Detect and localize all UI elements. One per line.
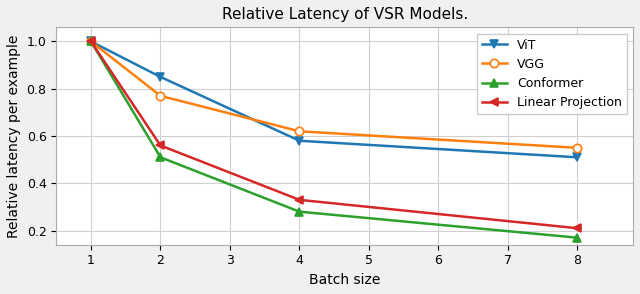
ViT <box>296 139 303 143</box>
VGG <box>296 130 303 133</box>
Y-axis label: Relative latency per example: Relative latency per example <box>7 34 21 238</box>
Conformer <box>87 40 95 43</box>
ViT <box>87 40 95 43</box>
Conformer <box>157 156 164 159</box>
ViT <box>157 75 164 79</box>
Linear Projection <box>296 198 303 202</box>
VGG <box>157 94 164 98</box>
Conformer <box>573 236 581 239</box>
Linear Projection <box>87 40 95 43</box>
Conformer <box>296 210 303 213</box>
Legend: ViT, VGG, Conformer, Linear Projection: ViT, VGG, Conformer, Linear Projection <box>477 34 627 114</box>
Line: VGG: VGG <box>87 37 582 152</box>
Linear Projection <box>573 226 581 230</box>
Line: Conformer: Conformer <box>87 37 582 242</box>
VGG <box>573 146 581 150</box>
X-axis label: Batch size: Batch size <box>309 273 380 287</box>
Line: ViT: ViT <box>87 37 582 161</box>
Title: Relative Latency of VSR Models.: Relative Latency of VSR Models. <box>221 7 468 22</box>
Line: Linear Projection: Linear Projection <box>87 37 582 232</box>
VGG <box>87 40 95 43</box>
Linear Projection <box>157 144 164 147</box>
ViT <box>573 156 581 159</box>
